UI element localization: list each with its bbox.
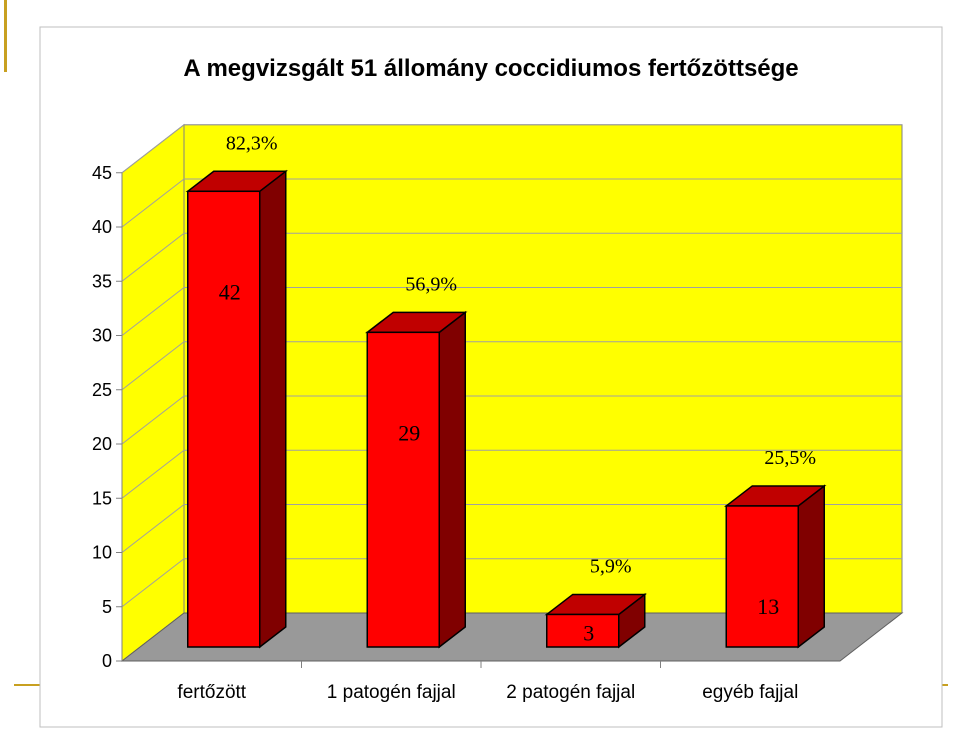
percent-label: 82,3% bbox=[226, 132, 278, 154]
bar-front bbox=[187, 190, 261, 648]
y-tick-label: 25 bbox=[92, 380, 112, 400]
floor bbox=[120, 612, 904, 662]
gridline-side bbox=[121, 558, 185, 608]
value-label: 42 bbox=[219, 279, 241, 304]
percent-labels: 82,3% 56,9% 5,9% 25,5% bbox=[226, 132, 816, 577]
category-label: 2 patogén fajjal bbox=[506, 682, 635, 703]
y-tick-label: 5 bbox=[102, 597, 112, 617]
bar-side bbox=[797, 484, 825, 649]
y-tick-label: 10 bbox=[92, 543, 112, 563]
gridline-side bbox=[121, 504, 185, 553]
gridline-side bbox=[121, 232, 185, 282]
y-tick-label: 45 bbox=[92, 163, 112, 183]
bar-3 bbox=[724, 484, 827, 649]
category-label: fertőzött bbox=[177, 682, 246, 703]
plot-walls bbox=[120, 123, 904, 663]
gridline-side bbox=[121, 124, 185, 174]
value-label: 3 bbox=[583, 620, 594, 645]
x-axis-categories: fertőzött 1 patogén fajjal 2 patogén fajja… bbox=[177, 661, 798, 703]
bar-front bbox=[546, 613, 620, 648]
percent-label: 5,9% bbox=[590, 555, 632, 577]
bar-1 bbox=[365, 310, 468, 649]
gridlines bbox=[121, 124, 902, 608]
bar-front bbox=[366, 331, 440, 648]
bar-0 bbox=[185, 169, 288, 649]
value-label: 13 bbox=[757, 594, 779, 619]
y-axis-ticks: 0 5 10 15 20 25 30 35 40 45 bbox=[92, 163, 123, 671]
slide-left-accent bbox=[4, 0, 7, 72]
y-tick-label: 30 bbox=[92, 326, 112, 346]
gridline-side bbox=[121, 178, 185, 228]
percent-label: 25,5% bbox=[764, 447, 816, 469]
chart-title: A megvizsgált 51 állomány coccidiumos fe… bbox=[183, 55, 798, 82]
y-tick-label: 0 bbox=[102, 651, 112, 671]
percent-label: 56,9% bbox=[405, 273, 457, 295]
y-tick-label: 35 bbox=[92, 271, 112, 291]
bar-side bbox=[259, 169, 287, 649]
category-label: egyéb fajjal bbox=[702, 682, 798, 703]
y-tick-label: 20 bbox=[92, 434, 112, 454]
value-label: 29 bbox=[398, 420, 420, 445]
gridline-side bbox=[121, 449, 185, 499]
slide-bottom-accent-left bbox=[14, 684, 44, 686]
y-tick-label: 15 bbox=[92, 488, 112, 508]
gridline-side bbox=[121, 287, 185, 336]
bars bbox=[185, 169, 827, 649]
bar-front bbox=[725, 505, 799, 648]
y-tick-label: 40 bbox=[92, 217, 112, 237]
gridline-side bbox=[121, 341, 185, 391]
side-wall bbox=[121, 123, 185, 663]
value-labels: 42 29 3 13 bbox=[219, 279, 780, 645]
bar-side bbox=[438, 310, 466, 649]
bar-2 bbox=[544, 592, 647, 649]
gridline-side bbox=[121, 395, 185, 445]
category-label: 1 patogén fajjal bbox=[327, 682, 456, 703]
